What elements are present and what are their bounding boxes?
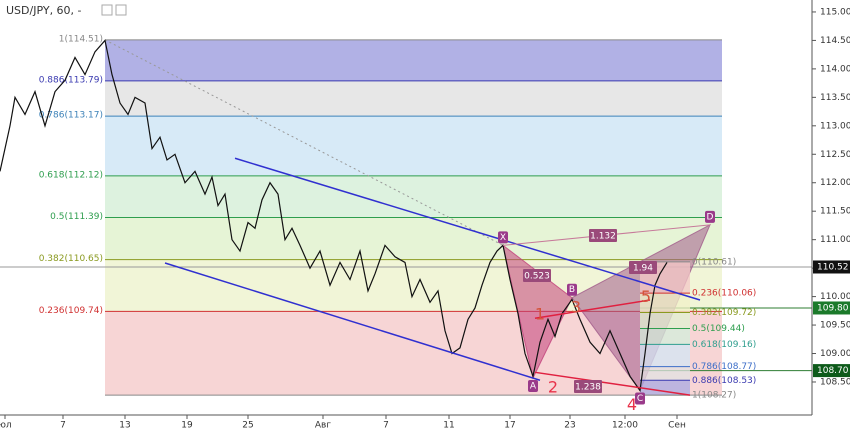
fib-label: 0.236(109.74) bbox=[39, 306, 103, 316]
fib-label: 0.382(109.72) bbox=[692, 308, 756, 318]
point-box bbox=[528, 379, 538, 392]
ratio-box bbox=[629, 261, 657, 274]
y-tick-label: 114.00 bbox=[820, 64, 850, 74]
x-tick-label: 19 bbox=[181, 421, 193, 431]
fib-band bbox=[105, 217, 722, 260]
point-label: B bbox=[569, 285, 575, 295]
fib-label: 0.236(110.06) bbox=[692, 289, 756, 299]
trend-line bbox=[234, 157, 701, 301]
settings-button[interactable] bbox=[101, 4, 113, 16]
x-tick-label: 17 bbox=[504, 421, 515, 431]
ratio-label: 1.94 bbox=[633, 264, 653, 274]
point-box bbox=[705, 210, 715, 223]
fib-label: 0.786(113.17) bbox=[39, 111, 103, 121]
ratio-label: 1.132 bbox=[590, 232, 616, 242]
fib-label: 0.786(108.77) bbox=[692, 362, 756, 372]
fib-label: 1(114.51) bbox=[59, 34, 103, 44]
chart-title: USD/JPY, 60, - bbox=[6, 4, 82, 17]
ratio-label: 0.523 bbox=[524, 272, 550, 282]
wave-label: 3 bbox=[571, 297, 581, 316]
x-tick-label: юл bbox=[0, 421, 12, 431]
fib-label: 0.618(109.16) bbox=[692, 340, 756, 350]
x-tick-label: 7 bbox=[60, 421, 66, 431]
trend-line bbox=[534, 371, 691, 396]
ratio-label: 1.238 bbox=[575, 383, 601, 393]
x-tick-label: 13 bbox=[119, 421, 130, 431]
price-line bbox=[0, 39, 668, 393]
ratio-box bbox=[574, 380, 602, 393]
fib-band bbox=[640, 344, 690, 367]
point-label: D bbox=[707, 212, 714, 222]
y-tick-label: 111.50 bbox=[820, 207, 850, 217]
y-tick-label: 110.00 bbox=[820, 292, 850, 302]
fib-band bbox=[105, 80, 722, 117]
point-label: A bbox=[530, 381, 537, 391]
point-box bbox=[498, 231, 508, 244]
x-tick-label: 11 bbox=[443, 421, 454, 431]
x-tick-label: 25 bbox=[242, 421, 253, 431]
fib-band bbox=[640, 380, 690, 396]
x-tick-label: Авг bbox=[315, 421, 331, 431]
trend-line bbox=[164, 262, 541, 381]
fib-band bbox=[640, 328, 690, 345]
header-bg bbox=[0, 2, 128, 20]
price-box bbox=[813, 301, 850, 315]
ratio-box bbox=[523, 269, 551, 282]
point-label: X bbox=[500, 233, 506, 243]
y-tick-label: 113.50 bbox=[820, 93, 850, 103]
point-box bbox=[635, 392, 645, 405]
fib-band bbox=[105, 175, 722, 218]
wave-label: 2 bbox=[548, 378, 558, 397]
y-tick-label: 109.50 bbox=[820, 321, 850, 331]
fib-band bbox=[640, 312, 690, 329]
price-box-label: 110.52 bbox=[817, 262, 849, 272]
point-label: C bbox=[637, 394, 643, 404]
x-tick-label: 12:00 bbox=[612, 421, 638, 431]
y-tick-label: 109.00 bbox=[820, 349, 850, 359]
y-tick-label: 113.00 bbox=[820, 121, 850, 131]
fib-band bbox=[105, 39, 722, 81]
fib-label: 0.618(112.12) bbox=[39, 170, 103, 180]
fib-label: 0.5(111.39) bbox=[50, 212, 103, 222]
y-tick-label: 115.00 bbox=[820, 7, 850, 17]
ratio-box bbox=[589, 229, 617, 242]
price-box-label: 109.80 bbox=[817, 303, 849, 313]
wave-label: 5 bbox=[641, 287, 651, 306]
fib-band bbox=[640, 366, 690, 381]
fib-label: 1(108.27) bbox=[692, 391, 736, 401]
point-box bbox=[567, 283, 577, 296]
x-tick-label: Сен bbox=[668, 421, 686, 431]
price-box bbox=[813, 260, 850, 274]
fib-band bbox=[105, 116, 722, 176]
fib-label: 0.5(109.44) bbox=[692, 324, 745, 334]
fib-label: 0.886(108.53) bbox=[692, 376, 756, 386]
fib-label: 0.886(113.79) bbox=[39, 75, 103, 85]
fib-label: 0.382(110.65) bbox=[39, 254, 103, 264]
fib-label: 0(110.61) bbox=[692, 257, 736, 267]
y-tick-label: 111.00 bbox=[820, 235, 850, 245]
wave-label: 4 bbox=[627, 395, 637, 414]
plot-area: 1(114.51) 0.886(113.79) 0.786(113.17) 0.618… bbox=[0, 34, 812, 414]
y-tick-label: 112.50 bbox=[820, 150, 850, 160]
x-tick-label: 7 bbox=[383, 421, 389, 431]
close-button[interactable] bbox=[115, 4, 127, 16]
x-tick-label: 23 bbox=[564, 421, 575, 431]
price-box bbox=[813, 364, 850, 378]
y-tick-label: 112.00 bbox=[820, 178, 850, 188]
price-box-label: 108.70 bbox=[817, 366, 849, 376]
wave-label: 1 bbox=[535, 304, 545, 323]
trend-line bbox=[534, 299, 651, 319]
y-tick-label: 108.50 bbox=[820, 377, 850, 387]
y-tick-label: 114.50 bbox=[820, 36, 850, 46]
